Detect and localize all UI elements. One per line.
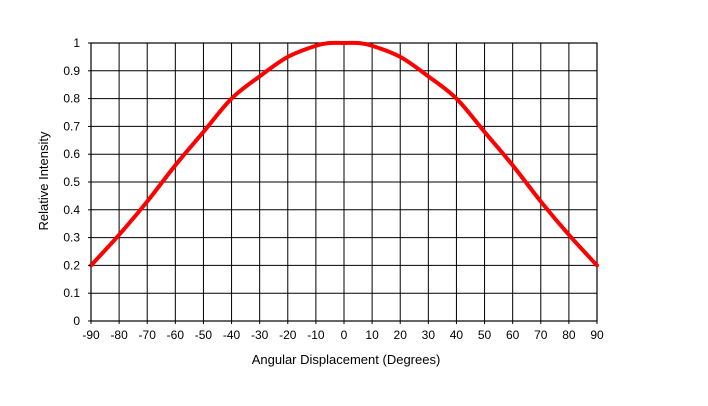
x-tick-label: 80 — [562, 328, 576, 342]
x-tick-label: 70 — [534, 328, 548, 342]
series-layer — [89, 40, 599, 268]
x-tick-label: 50 — [478, 328, 492, 342]
y-tick-label: 0.4 — [63, 203, 80, 217]
x-tick-label: 30 — [422, 328, 436, 342]
y-tick-label: 1 — [73, 36, 80, 50]
x-tick-label: -80 — [110, 328, 128, 342]
x-tick-label: -20 — [279, 328, 297, 342]
x-tick-label: -90 — [82, 328, 100, 342]
y-tick-label: 0 — [73, 314, 80, 328]
y-tick-label: 0.9 — [63, 64, 80, 78]
y-tick-label: 0.7 — [63, 119, 80, 133]
y-tick-label: 0.1 — [63, 286, 80, 300]
y-tick-label: 0.8 — [63, 92, 80, 106]
x-tick-label: -60 — [167, 328, 185, 342]
y-tick-label: 0.3 — [63, 231, 80, 245]
x-tick-label: -50 — [195, 328, 213, 342]
grid — [90, 42, 598, 322]
x-tick-label: 20 — [394, 328, 408, 342]
y-axis-title: Relative Intensity — [36, 131, 51, 230]
y-tick-label: 0.2 — [63, 258, 80, 272]
x-tick-label: 10 — [365, 328, 379, 342]
x-tick-label: 40 — [450, 328, 464, 342]
x-tick-label: -40 — [223, 328, 241, 342]
x-tick-label: -70 — [139, 328, 157, 342]
x-tick-label: 90 — [590, 328, 604, 342]
intensity-series-line — [89, 40, 599, 268]
x-tick-label: -30 — [251, 328, 269, 342]
x-tick-label: 60 — [506, 328, 520, 342]
x-axis-title: Angular Displacement (Degrees) — [252, 352, 441, 367]
x-tick-label: -10 — [307, 328, 325, 342]
y-tick-label: 0.5 — [63, 175, 80, 189]
x-axis-ticks: -90 -80 -70 -60 -50 -40 -30 -20 -10 0 10 20 30 40 50 60… — [82, 321, 604, 342]
y-axis-ticks: 0 0.1 0.2 0.3 0.4 0.5 0.6 0.7 0.8 0.9 1 — [63, 36, 91, 328]
x-tick-label: 0 — [341, 328, 348, 342]
y-tick-label: 0.6 — [63, 147, 80, 161]
